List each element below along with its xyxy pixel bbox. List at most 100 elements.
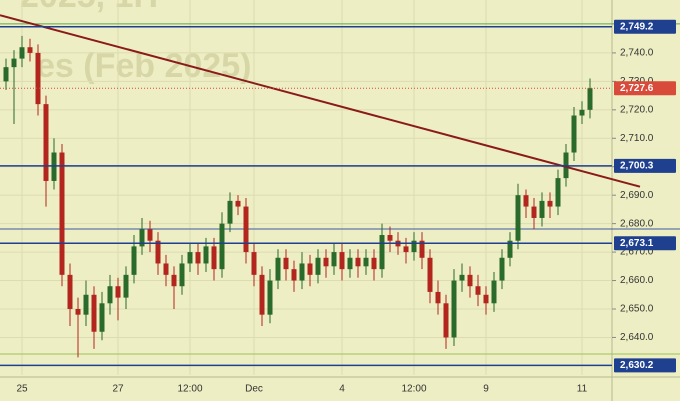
candle-body [411, 240, 417, 253]
candle-body [579, 109, 585, 116]
candle-body [179, 263, 185, 287]
candle-body [339, 252, 345, 270]
candle-body [11, 58, 17, 68]
candle-body [187, 252, 193, 264]
candle-body [147, 229, 153, 241]
candle-body [123, 274, 129, 298]
candle-body [3, 67, 9, 82]
x-tick-label: 9 [483, 384, 489, 395]
candle-body [107, 286, 113, 304]
y-tick-label: 2,640.0 [620, 332, 654, 343]
level-label: 2,727.6 [620, 83, 654, 94]
candle-body [19, 47, 25, 59]
candle-body [27, 47, 33, 53]
y-tick-label: 2,740.0 [620, 48, 654, 59]
candle-body [307, 263, 313, 275]
candle-body [203, 246, 209, 264]
candle-body [531, 206, 537, 218]
x-tick-label: 12:00 [401, 384, 426, 395]
y-tick-label: 2,680.0 [620, 218, 654, 229]
candle-body [315, 257, 321, 275]
candle-body [67, 274, 73, 309]
candle-body [227, 200, 233, 224]
y-tick-label: 2,690.0 [620, 190, 654, 201]
candle-body [75, 308, 81, 315]
candle-body [499, 257, 505, 281]
candle-body [99, 303, 105, 332]
y-tick-label: 2,670.0 [620, 247, 654, 258]
candle-body [371, 257, 377, 270]
candle-body [507, 240, 513, 258]
level-label: 2,749.2 [620, 21, 654, 32]
level-tag [614, 236, 676, 251]
candle-body [587, 88, 593, 110]
candle-body [131, 246, 137, 275]
level-label: 2,630.2 [620, 360, 654, 371]
candle-body [379, 235, 385, 270]
candle-body [483, 294, 489, 304]
candle-body [467, 274, 473, 287]
candle-body [275, 257, 281, 281]
candle-body [83, 294, 89, 315]
candle-body [347, 257, 353, 270]
candle-body [539, 200, 545, 218]
x-tick-label: 11 [577, 384, 588, 395]
candle-body [331, 252, 337, 267]
y-tick-label: 2,720.0 [620, 104, 654, 115]
watermark: 2025, 1H [20, 0, 158, 15]
candle-body [547, 200, 553, 207]
candle-body [323, 257, 329, 267]
candle-body [491, 280, 497, 304]
candle-body [155, 240, 161, 264]
x-tick-label: Dec [245, 384, 263, 395]
candle-body [387, 235, 393, 241]
candle-body [51, 152, 57, 181]
candle-body [59, 152, 65, 275]
candle-body [43, 104, 49, 181]
x-tick-label: 27 [112, 384, 124, 395]
candle-body [235, 200, 241, 207]
trend-line [0, 14, 641, 188]
candle-body [427, 257, 433, 292]
candle-body [251, 252, 257, 275]
candle-body [195, 252, 201, 264]
y-tick-label: 2,710.0 [620, 133, 654, 144]
candle-body [171, 274, 177, 287]
candle-body [419, 240, 425, 258]
candle-body [139, 229, 145, 247]
level-label: 2,673.1 [620, 238, 654, 249]
candle-body [443, 303, 449, 338]
x-tick-label: 4 [339, 384, 345, 395]
candle-body [259, 274, 265, 315]
candle-body [571, 115, 577, 153]
x-tick-label: 12:00 [177, 384, 202, 395]
candle-body [355, 257, 361, 267]
candle-body [523, 195, 529, 207]
candle-body [299, 263, 305, 281]
level-tag [614, 158, 676, 173]
candle-body [219, 223, 225, 270]
y-tick-label: 2,660.0 [620, 275, 654, 286]
candle-body [35, 52, 41, 105]
candle-body [515, 195, 521, 241]
candle-body [435, 291, 441, 304]
level-tag [614, 358, 676, 373]
candle-body [163, 263, 169, 275]
candle-body [91, 294, 97, 332]
level-tag [614, 81, 676, 96]
candle-body [403, 246, 409, 253]
candle-body [291, 269, 297, 281]
level-tag [614, 19, 676, 34]
candle-body [115, 286, 121, 298]
y-tick-label: 2,650.0 [620, 304, 654, 315]
candle-body [363, 257, 369, 267]
candle-body [283, 257, 289, 270]
candle-body [475, 286, 481, 295]
candle-body [267, 280, 273, 315]
candle-body [211, 246, 217, 270]
level-label: 2,700.3 [620, 161, 654, 172]
candle-body [451, 280, 457, 338]
